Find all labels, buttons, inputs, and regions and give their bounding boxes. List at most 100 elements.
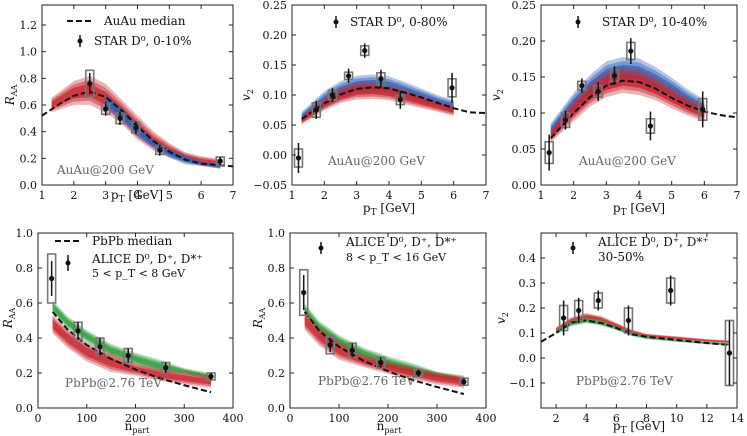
y-tick-label: 0.05	[512, 143, 537, 156]
legend-entry-data: ALICE D⁰, D⁺, D*⁺	[345, 235, 457, 249]
panel-v2-pbpb-30-50: 2 4 6 8 10 12 14 −0.1 0.0 0.1 0.2 0.3 0.4 pT [GeV] v…	[494, 232, 744, 436]
legend-entry-median: AuAu median	[103, 14, 186, 28]
data-point	[125, 352, 131, 359]
axis-ticks: 1 2 3 4 5 6 7 0.00 0.05 0.10 0.15 0.20 0.25	[512, 0, 741, 202]
x-tick-label: 400	[223, 412, 244, 425]
y-tick-label: 0.0	[519, 352, 537, 365]
x-tick-label: 2	[70, 189, 77, 202]
data-points	[84, 69, 226, 166]
legend-data-marker	[318, 245, 324, 251]
data-point	[595, 297, 601, 304]
data-points	[46, 253, 216, 381]
data-point	[562, 117, 569, 123]
x-tick-label: 100	[329, 412, 350, 425]
data-points	[298, 268, 469, 387]
x-tick-label: 1	[39, 189, 46, 202]
x-tick-label: 3	[353, 189, 360, 202]
data-point	[217, 158, 223, 164]
y-tick-label: 0.0	[16, 402, 34, 415]
y-tick-label: 0.25	[263, 0, 288, 12]
median-line	[51, 311, 212, 394]
legend-entry-median: PbPb median	[92, 234, 172, 248]
data-point	[397, 97, 403, 103]
median-curve	[301, 86, 486, 120]
x-tick-label: 5	[418, 189, 425, 202]
y-tick-label: 0.4	[519, 252, 537, 265]
median-curve	[541, 319, 730, 346]
data-point	[700, 106, 706, 112]
median-curve	[42, 90, 233, 168]
x-tick-label: 0	[287, 412, 294, 425]
data-point	[546, 150, 552, 156]
y-tick-label: −0.1	[509, 377, 536, 390]
system-label: PbPb@2.76 TeV	[318, 374, 415, 388]
y-tick-label: 0.2	[16, 367, 34, 380]
model-band-blue	[301, 79, 454, 120]
axis-ticks: 0 100 200 300 400 0.0 0.2 0.4 0.6 0.8 1.0	[16, 227, 244, 425]
axis-ticks: 0 100 200 300 400 0.0 0.2 0.4 0.6 0.8 1.0	[268, 227, 497, 425]
data-point	[595, 88, 601, 94]
data-point	[561, 315, 567, 321]
data-points	[558, 275, 735, 387]
x-tick-label: 7	[230, 189, 237, 202]
model-band-red	[304, 316, 464, 385]
data-point	[163, 365, 169, 371]
x-tick-label: 300	[174, 412, 195, 425]
y-tick-label: 1.2	[20, 19, 38, 32]
x-tick-label: 6	[450, 189, 457, 202]
x-tick-label: 1	[538, 189, 545, 202]
data-point	[579, 83, 585, 89]
legend-entry-range: 5 < p_T < 8 GeV	[92, 267, 186, 280]
y-tick-label: 0.10	[263, 89, 288, 102]
data-point	[415, 370, 421, 376]
x-tick-label: 2	[321, 189, 328, 202]
model-band-red	[550, 74, 705, 139]
x-tick-label: 1	[289, 189, 296, 202]
data-point	[157, 147, 163, 153]
y-tick-label: 1.0	[268, 227, 286, 240]
axis-ticks: 1 2 3 4 5 6 7 0.0 0.2 0.4 0.6 0.8 1.0 1.2	[20, 5, 237, 202]
system-label: PbPb@2.76 TeV	[65, 376, 162, 390]
model-band-blue	[301, 74, 454, 123]
data-point	[362, 48, 368, 54]
model-band-red	[301, 81, 454, 125]
sys-box	[84, 69, 95, 98]
median-curve	[51, 311, 212, 394]
legend-data-marker	[333, 19, 339, 25]
model-band-red	[550, 70, 705, 141]
y-tick-label: 0.0	[20, 179, 38, 192]
data-point	[208, 373, 214, 380]
panel-v2-auau-0-80: 1 2 3 4 5 6 7 −0.05 0.00 0.05 0.10 0.15 0.20 0.25 pT …	[239, 0, 490, 218]
y-tick-label: 0.10	[512, 107, 537, 120]
y-axis-label: v2	[489, 89, 505, 101]
median-line	[303, 311, 465, 395]
data-point	[97, 344, 103, 350]
x-tick-label: 400	[476, 412, 497, 425]
y-tick-label: 0.3	[519, 277, 537, 290]
x-tick-label: 100	[76, 412, 97, 425]
y-tick-label: 0.2	[20, 152, 38, 165]
panel-raa-auau: 1 2 3 4 5 6 7 0.0 0.2 0.4 0.6 0.8 1.0 1.2 pT [GeV] RA…	[3, 4, 237, 205]
x-tick-label: 10	[670, 412, 684, 425]
median-line	[541, 319, 730, 346]
x-tick-label: 200	[378, 412, 399, 425]
x-tick-label: 4	[636, 189, 643, 202]
x-tick-label: 5	[166, 189, 173, 202]
y-tick-label: 1.0	[16, 227, 34, 240]
data-points	[544, 38, 708, 171]
data-point	[378, 359, 384, 366]
model-band-green	[52, 300, 212, 380]
data-point	[668, 287, 674, 294]
x-tick-label: 3	[102, 189, 109, 202]
x-tick-label: 200	[125, 412, 146, 425]
data-point	[349, 347, 355, 353]
x-axis-label: pT [GeV]	[363, 201, 415, 218]
x-axis-label: pT [GeV]	[613, 419, 665, 436]
model-bands	[52, 300, 212, 389]
model-band-green	[556, 317, 730, 346]
legend-entry-data: STAR D⁰, 10-40%	[602, 15, 707, 29]
x-axis-label: pT [GeV]	[613, 201, 665, 218]
model-band-blue	[550, 56, 705, 139]
